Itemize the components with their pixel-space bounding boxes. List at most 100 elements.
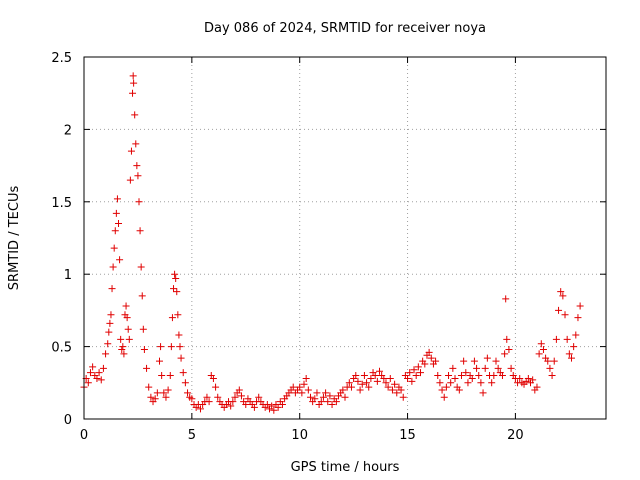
x-axis-label: GPS time / hours: [291, 460, 400, 475]
data-point: [151, 395, 159, 403]
data-point: [242, 401, 250, 409]
data-point: [120, 350, 128, 358]
x-tick-label: 5: [188, 428, 196, 443]
data-point: [166, 372, 174, 380]
data-point: [470, 357, 478, 365]
data-point: [563, 335, 571, 343]
data-point: [250, 403, 258, 411]
data-point: [162, 393, 170, 401]
y-tick-label: 2.5: [51, 51, 72, 66]
data-point: [172, 275, 180, 283]
grid-lines: [84, 57, 606, 419]
y-tick-label: 0.5: [51, 341, 72, 356]
data-point: [177, 354, 185, 362]
data-point: [557, 288, 565, 296]
data-point: [505, 345, 513, 353]
data-point: [438, 386, 446, 394]
data-point: [235, 386, 243, 394]
data-point: [432, 357, 440, 365]
data-point: [574, 314, 582, 322]
data-point: [365, 383, 373, 391]
data-point: [122, 302, 130, 310]
data-point: [97, 376, 105, 384]
data-point: [138, 292, 146, 300]
data-point: [175, 331, 183, 339]
data-point: [414, 363, 422, 371]
data-point: [425, 348, 433, 356]
data-point: [358, 380, 366, 388]
data-point: [570, 343, 578, 351]
data-point: [317, 398, 325, 406]
data-point: [332, 398, 340, 406]
data-point: [322, 389, 330, 397]
data-point: [412, 372, 420, 380]
data-point: [367, 374, 375, 382]
data-point: [502, 295, 510, 303]
data-point: [565, 350, 573, 358]
data-point: [158, 372, 166, 380]
data-point: [123, 314, 131, 322]
data-point: [537, 340, 545, 348]
data-point: [140, 345, 148, 353]
data-point: [300, 380, 308, 388]
data-point: [263, 401, 271, 409]
data-point: [347, 383, 355, 391]
data-point: [95, 369, 103, 377]
data-point: [572, 331, 580, 339]
data-point: [160, 389, 168, 397]
y-tick-label: 1: [64, 268, 72, 283]
data-point: [109, 263, 117, 271]
data-point: [132, 140, 140, 148]
data-point: [111, 227, 119, 235]
data-point: [137, 263, 145, 271]
data-point: [278, 401, 286, 409]
data-point: [130, 79, 138, 87]
data-point: [567, 354, 575, 362]
data-point: [479, 389, 487, 397]
data-point: [393, 389, 401, 397]
data-point: [406, 369, 414, 377]
data-point: [503, 335, 511, 343]
data-point: [274, 403, 282, 411]
data-point: [212, 383, 220, 391]
data-point: [354, 377, 362, 385]
data-point: [328, 401, 336, 409]
data-point: [380, 374, 388, 382]
data-point: [196, 405, 204, 413]
data-point: [227, 402, 235, 410]
data-point: [112, 209, 120, 217]
data-point: [102, 350, 110, 358]
data-point: [115, 220, 123, 228]
data-point: [481, 364, 489, 372]
data-point: [382, 379, 390, 387]
data-point: [313, 389, 321, 397]
data-point: [475, 372, 483, 380]
data-point: [341, 393, 349, 401]
data-point: [105, 328, 113, 336]
data-point: [237, 392, 245, 400]
data-point: [494, 364, 502, 372]
data-point: [352, 372, 360, 380]
data-point: [434, 372, 442, 380]
data-point: [552, 335, 560, 343]
data-point: [507, 364, 515, 372]
data-point: [157, 343, 165, 351]
data-point: [168, 314, 176, 322]
data-point: [113, 195, 121, 203]
data-point: [116, 256, 124, 264]
y-tick-label: 0: [64, 413, 72, 428]
y-tick-label: 1.5: [51, 196, 72, 211]
data-point: [311, 395, 319, 403]
data-point: [399, 393, 407, 401]
data-point: [108, 285, 116, 293]
data-point: [126, 176, 134, 184]
data-point: [302, 374, 310, 382]
x-tick-label: 10: [291, 428, 308, 443]
data-point: [304, 386, 312, 394]
data-point: [134, 172, 142, 180]
data-point: [319, 393, 327, 401]
x-tick-label: 20: [507, 428, 524, 443]
data-point: [356, 386, 364, 394]
data-point: [119, 343, 127, 351]
data-point: [460, 357, 468, 365]
